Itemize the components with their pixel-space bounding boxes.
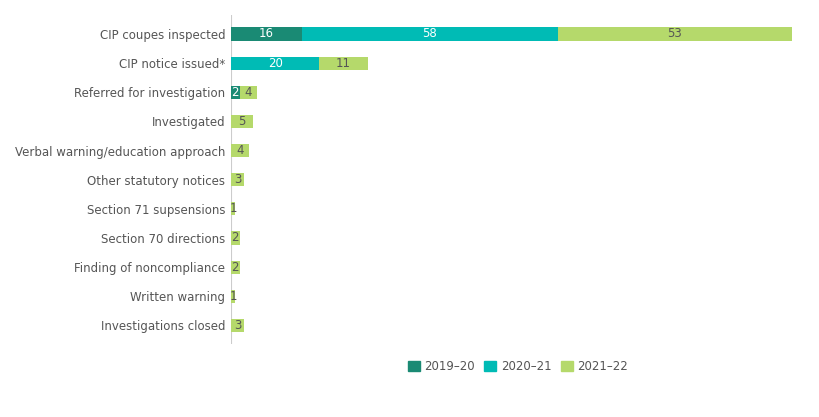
Text: 3: 3 [233, 319, 241, 332]
Bar [231, 202, 235, 215]
Text: 3: 3 [233, 173, 241, 186]
Legend: 2019–20, 2020–21, 2021–22: 2019–20, 2020–21, 2021–22 [402, 356, 632, 378]
Bar [231, 319, 244, 332]
Text: 4: 4 [245, 86, 252, 99]
Bar [301, 28, 557, 40]
Text: 2: 2 [231, 231, 239, 244]
Bar [231, 261, 239, 274]
Bar [557, 28, 791, 40]
Text: 53: 53 [667, 28, 681, 40]
Bar [239, 85, 257, 99]
Text: 11: 11 [336, 57, 351, 70]
Bar [231, 173, 244, 186]
Text: 1: 1 [229, 202, 237, 215]
Bar [231, 290, 235, 303]
Bar [231, 57, 319, 70]
Text: 5: 5 [238, 115, 246, 128]
Text: 58: 58 [422, 28, 437, 40]
Text: 4: 4 [236, 144, 243, 157]
Text: 20: 20 [267, 57, 283, 70]
Text: 2: 2 [231, 86, 239, 99]
Bar [231, 144, 248, 157]
Bar [231, 28, 301, 40]
Bar [319, 57, 368, 70]
Text: 1: 1 [229, 290, 237, 303]
Bar [231, 231, 239, 244]
Text: 2: 2 [231, 261, 239, 274]
Text: 16: 16 [259, 28, 274, 40]
Bar [231, 85, 239, 99]
Bar [231, 115, 253, 128]
